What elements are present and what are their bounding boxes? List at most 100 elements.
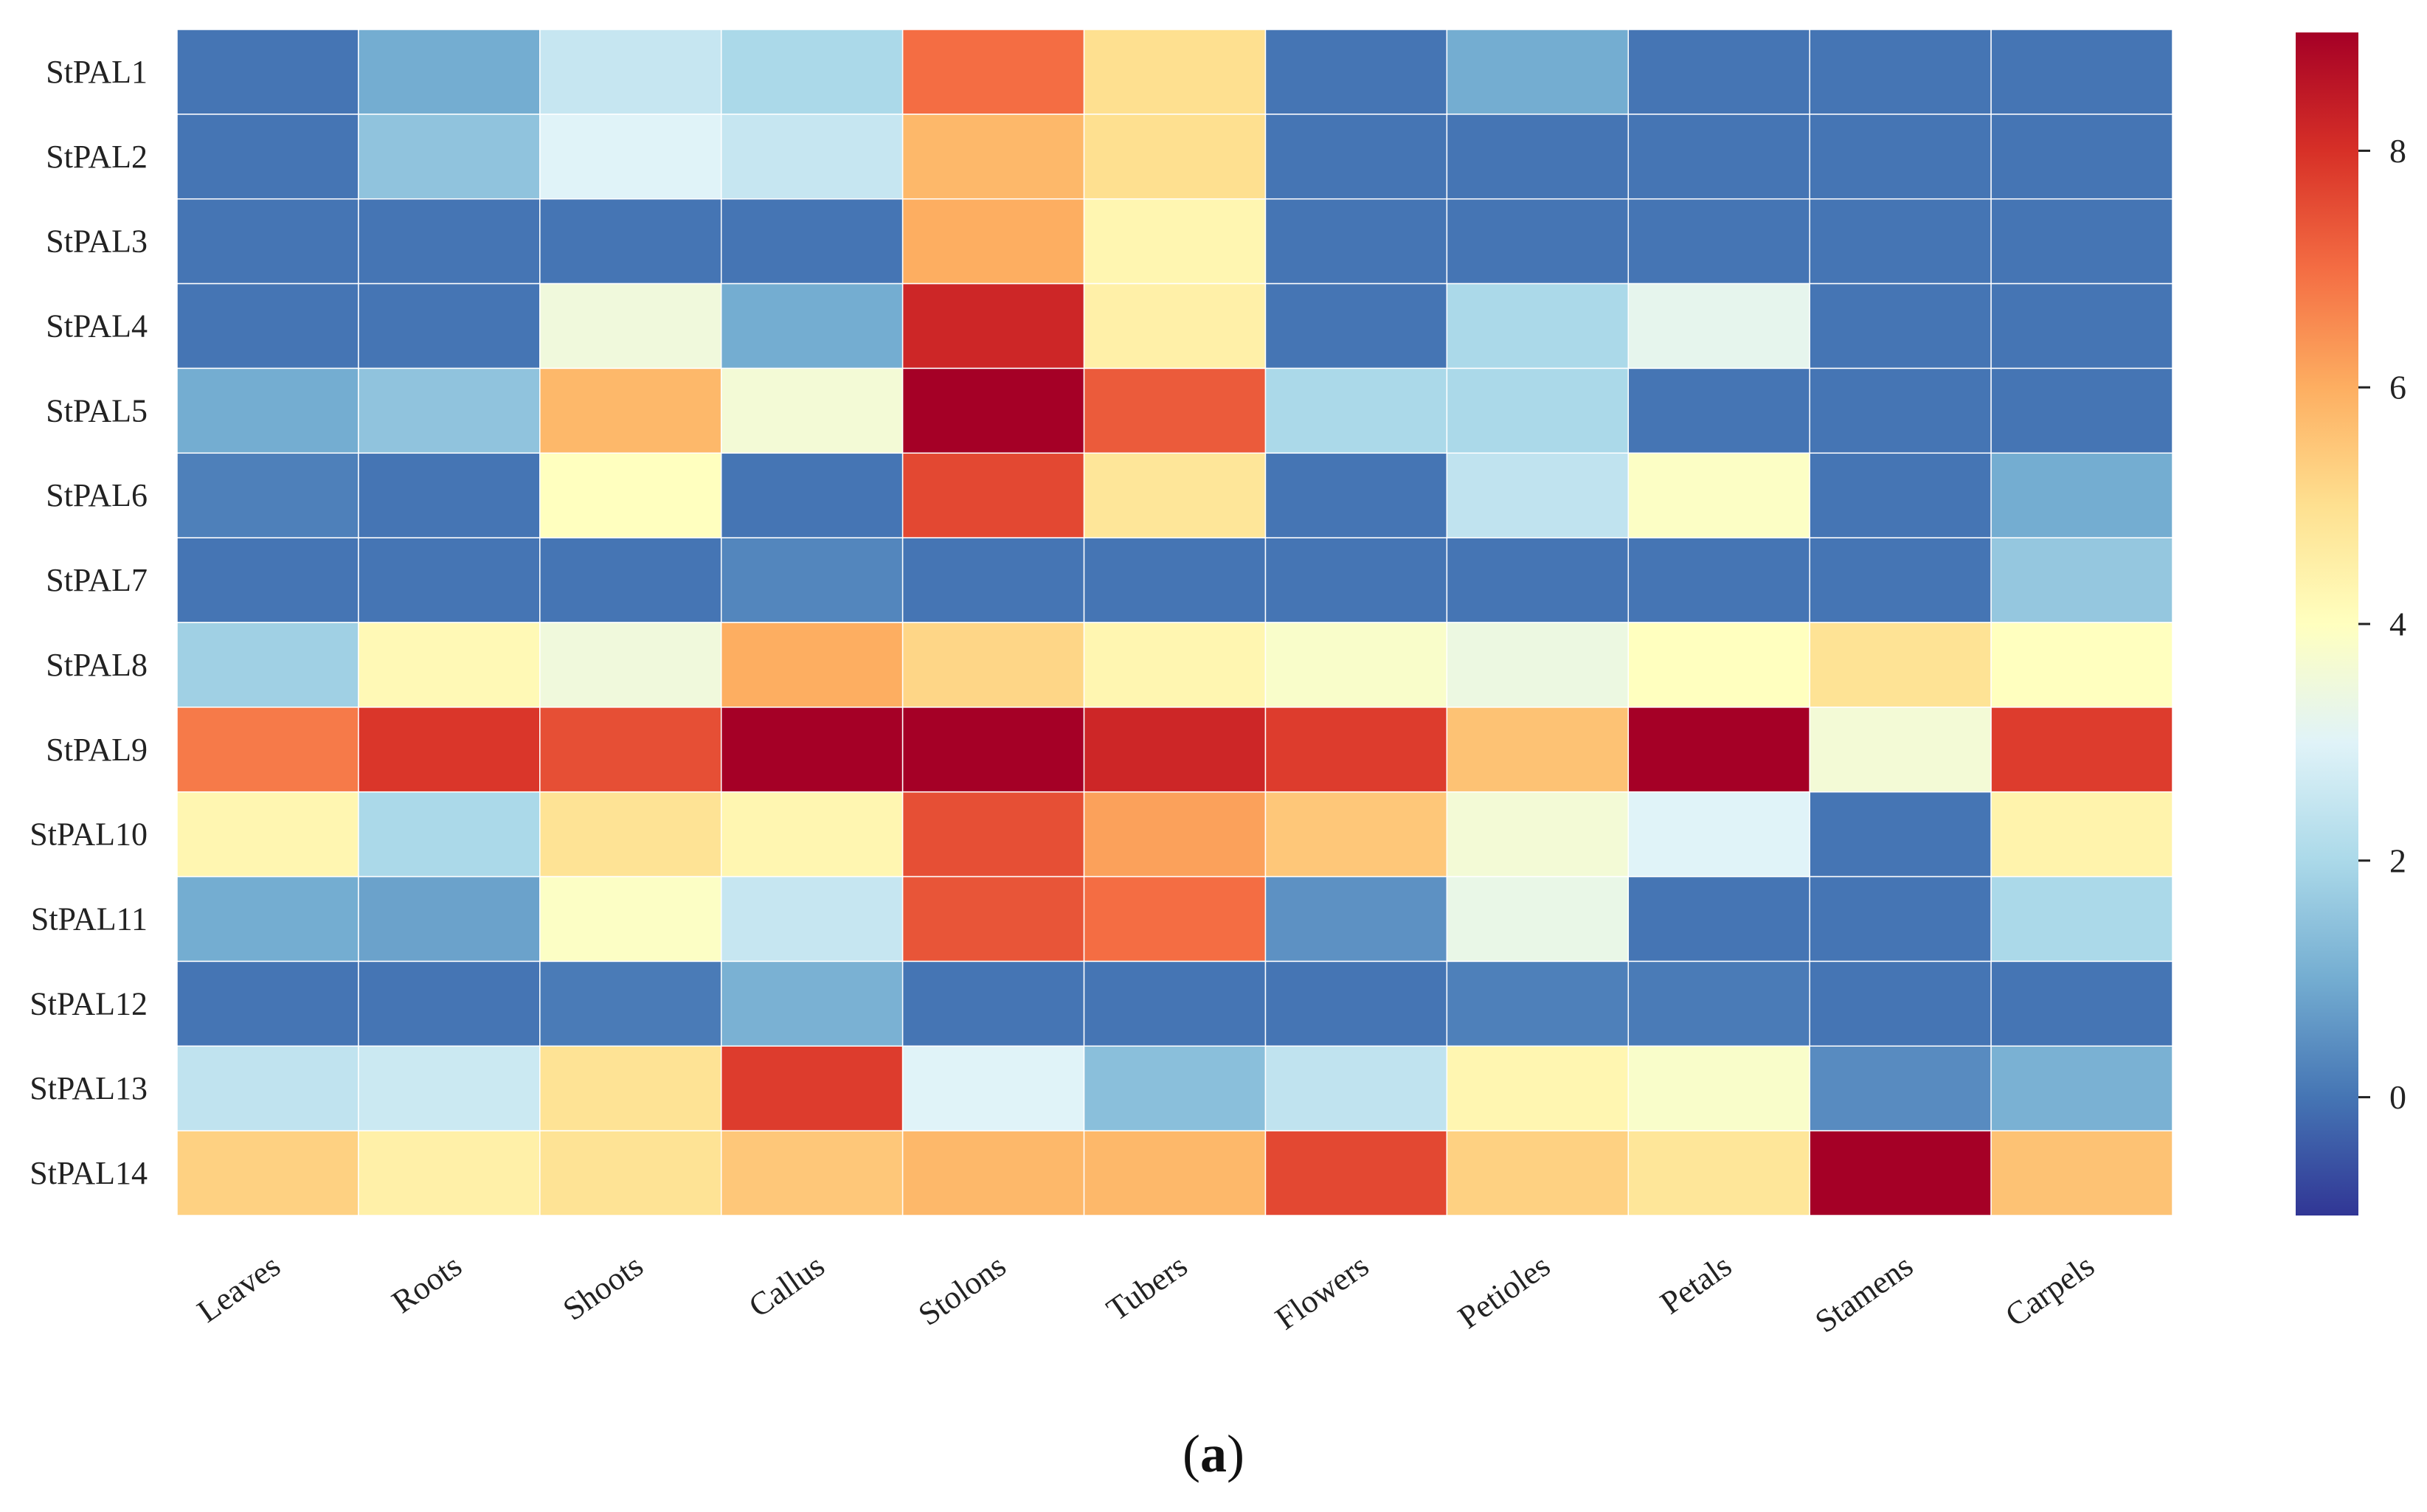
column-label-petioles: Petioles	[1452, 1247, 1557, 1336]
heatmap-cell-stpal14-petioles	[1446, 1130, 1630, 1216]
heatmap-cell-stpal4-stolons	[901, 282, 1085, 370]
column-label-carpels: Carpels	[1999, 1247, 2101, 1334]
heatmap-cell-stpal9-flowers	[1264, 707, 1448, 793]
column-label-petals: Petals	[1654, 1247, 1738, 1321]
heatmap-cell-stpal3-callus	[720, 198, 904, 285]
heatmap-cell-stpal5-leaves	[176, 367, 359, 454]
heatmap-cell-stpal7-shoots	[539, 537, 722, 623]
heatmap-cell-stpal5-shoots	[539, 367, 722, 454]
heatmap-cell-stpal14-callus	[720, 1130, 904, 1216]
heatmap-cell-stpal8-tubers	[1083, 622, 1267, 708]
heatmap-cell-stpal5-callus	[720, 367, 904, 454]
heatmap-cell-stpal6-flowers	[1264, 452, 1448, 538]
heatmap-cell-stpal8-stolons	[901, 622, 1085, 708]
heatmap-cell-stpal1-callus	[720, 29, 904, 115]
column-label-flowers: Flowers	[1269, 1247, 1375, 1336]
colorbar: 0 2 4 6 8	[2296, 32, 2406, 1216]
heatmap-cell-stpal7-carpels	[1990, 537, 2173, 623]
column-label-tubers: Tubers	[1100, 1247, 1194, 1328]
heatmap-cell-stpal9-leaves	[176, 707, 359, 793]
row-label-stpal14: StPAL14	[30, 1155, 148, 1191]
heatmap-cell-stpal2-leaves	[176, 114, 359, 200]
heatmap-cell-stpal1-stolons	[901, 29, 1085, 115]
colorbar-tick-label: 6	[2389, 369, 2406, 406]
heatmap-cell-stpal13-tubers	[1083, 1045, 1267, 1131]
row-labels: StPAL1 StPAL2 StPAL3 StPAL4 StPAL5 StPAL6 StPA…	[30, 54, 148, 1191]
colorbar-tick-label: 4	[2389, 606, 2406, 643]
heatmap-cell-stpal13-petioles	[1446, 1045, 1630, 1131]
heatmap-cell-stpal2-shoots	[539, 114, 722, 200]
heatmap-cell-stpal10-carpels	[1990, 791, 2173, 878]
heatmap-cell-stpal14-roots	[358, 1130, 541, 1216]
heatmap-cell-stpal7-roots	[358, 537, 541, 623]
heatmap-cell-stpal11-stolons	[901, 875, 1085, 963]
heatmap-cell-stpal9-roots	[358, 707, 541, 793]
heatmap-cell-stpal2-petioles	[1446, 114, 1630, 200]
row-label-stpal12: StPAL12	[30, 985, 148, 1022]
heatmap-cell-stpal7-leaves	[176, 537, 359, 623]
row-label-stpal1: StPAL1	[46, 54, 148, 90]
heatmap-cell-stpal4-callus	[720, 282, 904, 370]
heatmap-cell-stpal6-callus	[720, 452, 904, 538]
row-label-stpal5: StPAL5	[46, 392, 148, 429]
heatmap-cell-stpal9-stamens	[1809, 707, 1992, 793]
heatmap-cell-stpal12-petioles	[1446, 960, 1630, 1047]
heatmap-cell-stpal12-flowers	[1264, 960, 1448, 1047]
heatmap-cell-stpal6-shoots	[539, 452, 722, 538]
row-label-stpal11: StPAL11	[31, 901, 148, 937]
heatmap-cell-stpal8-shoots	[539, 622, 722, 708]
heatmap-cell-stpal12-tubers	[1083, 960, 1267, 1047]
heatmap-cell-stpal7-stamens	[1809, 537, 1992, 623]
caption-label: a	[1200, 1424, 1227, 1483]
heatmap-cell-stpal2-carpels	[1990, 114, 2173, 200]
heatmap-cell-stpal8-leaves	[176, 622, 359, 708]
heatmap-cell-stpal3-roots	[358, 198, 541, 285]
heatmap-cell-stpal1-carpels	[1990, 29, 2173, 115]
heatmap-cell-stpal4-carpels	[1990, 282, 2173, 370]
heatmap-cell-stpal4-flowers	[1264, 282, 1448, 370]
heatmap-cell-stpal14-tubers	[1083, 1130, 1267, 1216]
heatmap-cell-stpal1-petals	[1627, 29, 1810, 115]
heatmap-cell-stpal9-petals	[1627, 707, 1810, 793]
heatmap-cell-stpal12-stamens	[1809, 960, 1992, 1047]
heatmap-cell-stpal12-shoots	[539, 960, 722, 1047]
heatmap-cell-stpal2-roots	[358, 114, 541, 200]
heatmap-cell-stpal8-petals	[1627, 622, 1810, 708]
heatmap-cell-stpal4-leaves	[176, 282, 359, 370]
heatmap-cell-stpal14-stolons	[901, 1130, 1085, 1216]
heatmap-cell-stpal14-stamens	[1809, 1130, 1992, 1216]
heatmap-cell-stpal10-leaves	[176, 791, 359, 878]
heatmap-cell-stpal13-carpels	[1990, 1045, 2173, 1131]
heatmap-cell-stpal13-flowers	[1264, 1045, 1448, 1131]
heatmap-cell-stpal10-tubers	[1083, 791, 1267, 878]
heatmap-cell-stpal12-stolons	[901, 960, 1085, 1047]
row-label-stpal4: StPAL4	[46, 308, 148, 344]
heatmap-cell-stpal1-stamens	[1809, 29, 1992, 115]
heatmap-cell-stpal6-roots	[358, 452, 541, 538]
heatmap-cell-stpal12-roots	[358, 960, 541, 1047]
heatmap-cell-stpal11-petals	[1627, 875, 1810, 963]
heatmap-cell-stpal3-petals	[1627, 198, 1810, 285]
heatmap-cell-stpal10-callus	[720, 791, 904, 878]
heatmap-cell-stpal13-roots	[358, 1045, 541, 1131]
heatmap-cell-stpal5-petals	[1627, 367, 1810, 454]
figure-caption: (a)	[0, 1423, 2427, 1485]
heatmap-cell-stpal13-petals	[1627, 1045, 1810, 1131]
heatmap-cell-stpal2-callus	[720, 114, 904, 200]
heatmap-cell-stpal4-petals	[1627, 282, 1810, 370]
heatmap-cell-stpal10-shoots	[539, 791, 722, 878]
heatmap-cell-stpal2-stolons	[901, 114, 1085, 200]
heatmap-cell-stpal2-flowers	[1264, 114, 1448, 200]
heatmap-cell-stpal3-carpels	[1990, 198, 2173, 285]
heatmap-cell-stpal11-tubers	[1083, 875, 1267, 963]
column-label-roots: Roots	[385, 1247, 468, 1320]
heatmap-cell-stpal8-stamens	[1809, 622, 1992, 708]
heatmap-cell-stpal2-tubers	[1083, 114, 1267, 200]
row-label-stpal10: StPAL10	[30, 816, 148, 853]
heatmap-cell-stpal11-leaves	[176, 875, 359, 963]
heatmap-cell-stpal3-stolons	[901, 198, 1085, 285]
heatmap-cell-stpal3-tubers	[1083, 198, 1267, 285]
heatmap-cell-stpal4-petioles	[1446, 282, 1630, 370]
column-label-shoots: Shoots	[556, 1247, 649, 1328]
